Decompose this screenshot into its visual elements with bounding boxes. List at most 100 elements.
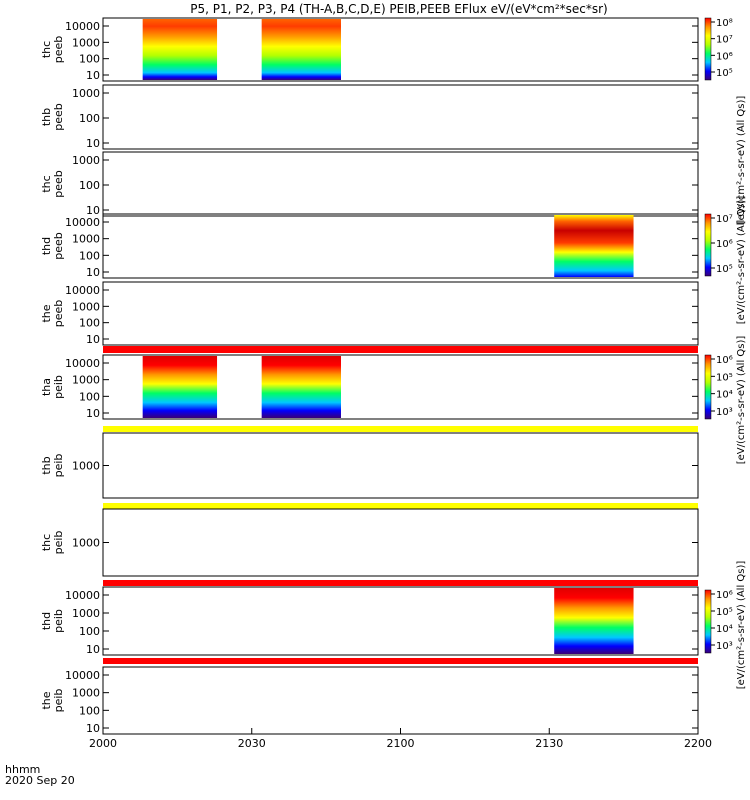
y-tick-label: 1000 — [72, 233, 100, 246]
x-tick-label: 2100 — [387, 737, 415, 750]
panel-label-line: tha — [40, 378, 53, 396]
colorbar-tick-label: 10⁵ — [716, 264, 733, 275]
y-tick-label: 10000 — [65, 216, 100, 229]
colorbar-label: [eV/(cm²-s-sr-eV) (All Qs)] — [736, 336, 747, 465]
x-tick-label: 2200 — [684, 737, 712, 750]
status-bar — [103, 426, 698, 432]
status-bar — [103, 503, 698, 509]
panel-label-line: thd — [40, 237, 53, 255]
y-tick-label: 1000 — [72, 36, 100, 49]
panel-label-line: peeb — [52, 103, 65, 131]
footer-hhmm: hhmm — [5, 763, 40, 776]
colorbar-tick-label: 10⁴ — [716, 390, 733, 401]
y-tick-label: 10 — [86, 204, 100, 217]
panel-label-line: peib — [52, 454, 65, 478]
colorbar — [704, 354, 712, 420]
y-tick-label: 100 — [79, 53, 100, 66]
panel-label-line: thd — [40, 612, 53, 630]
y-tick-label: 100 — [79, 112, 100, 125]
panel-label: thcpeib — [40, 531, 65, 555]
colorbar-tick-label: 10⁷ — [716, 214, 733, 225]
colorbar-tick-label: 10⁴ — [716, 624, 733, 635]
y-tick-label: 100 — [79, 317, 100, 330]
colorbar-tick-label: 10³ — [716, 407, 733, 418]
x-tick-label: 2130 — [535, 737, 563, 750]
y-tick-label: 10 — [86, 643, 100, 656]
x-axis: 2000 2030 2100 2130 2200 — [89, 728, 712, 750]
x-tick-label: 2030 — [238, 737, 266, 750]
panel-frame — [102, 281, 699, 346]
colorbar-tick-label: 10⁶ — [716, 239, 733, 250]
panel-label: thdpeib — [40, 609, 65, 633]
y-tick-label: 100 — [79, 179, 100, 192]
y-tick-label: 100 — [79, 625, 100, 638]
y-tick-label: 100 — [79, 249, 100, 262]
panel: 1000 thcpeib — [40, 508, 699, 577]
spectrogram-block — [261, 356, 341, 418]
panel-frame — [102, 354, 699, 420]
y-tick-label: 100 — [79, 390, 100, 403]
panel-label-line: peeb — [52, 36, 65, 64]
colorbar-tick-label: 10³ — [716, 641, 733, 652]
footer-date: 2020 Sep 20 — [5, 774, 75, 787]
status-bar — [103, 346, 698, 353]
y-tick-label: 10000 — [65, 20, 100, 33]
status-bar — [103, 658, 698, 664]
panel-label-line: peeb — [52, 232, 65, 260]
y-tick-label: 10 — [86, 69, 100, 82]
panels: 10100100010000thcpeeb10⁵10⁶10⁷10⁸1010010… — [40, 17, 733, 735]
colorbar-tick-label: 10⁷ — [716, 35, 733, 46]
panel-frame — [102, 508, 699, 577]
panel: 10 100 1000 thcpeeb — [40, 151, 699, 217]
spectrogram-block — [554, 588, 634, 654]
panel-label: thcpeeb — [40, 170, 65, 198]
colorbar-tick-label: 10⁶ — [716, 355, 733, 366]
y-tick-label: 10 — [86, 407, 100, 420]
panel-frame — [102, 586, 699, 656]
x-tick-label: 2000 — [89, 737, 117, 750]
panel-label-line: peeb — [52, 170, 65, 198]
panel-label: thepeeb — [40, 300, 65, 328]
panel-label: thepeib — [40, 689, 65, 713]
panel-label-line: thc — [40, 175, 53, 192]
panel-label-line: thc — [40, 534, 53, 551]
panel-frame — [102, 84, 699, 150]
y-tick-label: 1000 — [72, 607, 100, 620]
y-tick-label: 10 — [86, 722, 100, 735]
panel-label-line: peib — [52, 609, 65, 633]
status-bar — [103, 580, 698, 586]
y-tick-label: 1000 — [72, 154, 100, 167]
y-tick-label: 10 — [86, 137, 100, 150]
colorbar-label: [eV/(cm²-s-sr-eV) (All Qs)] — [736, 196, 747, 325]
panel-frame — [102, 17, 699, 82]
colorbar — [704, 17, 712, 81]
panel-label-line: thb — [40, 456, 53, 474]
colorbar-tick-label: 10⁵ — [716, 68, 733, 79]
panel-label: thdpeeb — [40, 232, 65, 260]
panel-label-line: peib — [52, 689, 65, 713]
panel-label-line: peib — [52, 531, 65, 555]
colorbar-tick-label: 10⁸ — [716, 18, 733, 29]
colorbar-tick-label: 10⁵ — [716, 372, 733, 383]
panel-frame — [102, 432, 699, 499]
colorbar-label: [eV/(cm²-s-sr-eV) (All Qs)] — [736, 96, 747, 225]
panel-label: thcpeeb — [40, 36, 65, 64]
y-tick-label: 10000 — [65, 284, 100, 297]
panel-frame — [102, 213, 699, 279]
spectrogram-block — [142, 19, 218, 80]
y-tick-label: 1000 — [72, 460, 100, 473]
panel-label: thbpeib — [40, 454, 65, 478]
panel: 1000 thbpeib — [40, 432, 699, 499]
y-tick-label: 1000 — [72, 87, 100, 100]
colorbar-labels: [eV/(cm²-s-sr-eV) (All Qs)] [eV/(cm²-s-s… — [736, 96, 747, 690]
panel-label-line: peeb — [52, 300, 65, 328]
colorbar-tick-label: 10⁶ — [716, 51, 733, 62]
y-tick-label: 10 — [86, 266, 100, 279]
panel-label-line: the — [40, 691, 53, 709]
y-tick-label: 1000 — [72, 537, 100, 550]
